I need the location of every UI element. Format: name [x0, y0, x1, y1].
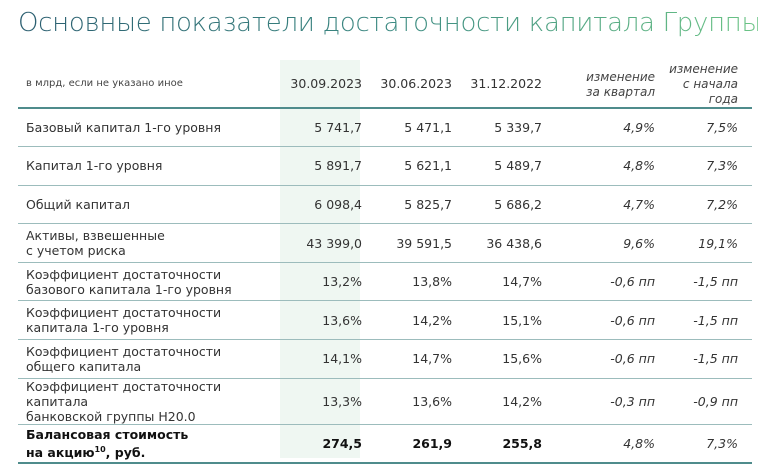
col-date: 30.06.2023	[371, 60, 461, 109]
change-quarter-cell: 4,8%	[551, 146, 661, 186]
row-label: Активы, взвешенные с учетом риска	[18, 223, 281, 263]
value-cell: 5 825,7	[371, 185, 461, 225]
label-line: Базовый капитал 1-го уровня	[26, 120, 221, 136]
footnote-ref: 10	[94, 444, 106, 454]
unit-note: в млрд, если не указано иное	[18, 60, 281, 109]
col-change-quarter: изменение за квартал	[551, 60, 661, 109]
change-quarter-cell: -0,6 пп	[551, 300, 661, 341]
row-label: Балансовая стоимость на акцию10, руб.	[18, 424, 281, 464]
value-cell: 5 339,7	[461, 108, 551, 148]
label-line: Коэффициент достаточности	[26, 343, 222, 359]
label-line: Капитал 1-го уровня	[26, 158, 163, 174]
table-row: Коэффициент достаточности общего капитала…	[18, 339, 752, 379]
value-cell: 13,6%	[371, 378, 461, 425]
label-line: базового капитала 1-го уровня	[26, 281, 232, 297]
value-cell: 43 399,0	[281, 223, 371, 263]
change-year-cell: 7,3%	[661, 146, 752, 186]
label-line: на акцию	[26, 444, 95, 460]
header-line: изменение	[586, 69, 655, 84]
row-label: Коэффициент достаточности капитала 1-го у…	[18, 300, 281, 341]
value-cell: 14,7%	[371, 339, 461, 379]
row-label: Коэффициент достаточности общего капитала	[18, 339, 281, 379]
col-change-year: изменение с начала года	[661, 60, 752, 109]
value-cell: 274,5	[281, 424, 371, 464]
change-year-cell: -1,5 пп	[661, 262, 752, 302]
value-cell: 39 591,5	[371, 223, 461, 263]
value-cell: 6 098,4	[281, 185, 371, 225]
value-cell: 5 686,2	[461, 185, 551, 225]
row-label: Коэффициент достаточности капитала банков…	[18, 378, 281, 425]
change-year-cell: 7,5%	[661, 108, 752, 148]
change-quarter-cell: -0,6 пп	[551, 262, 661, 302]
header-line: изменение	[669, 62, 738, 76]
label-line: , руб.	[105, 444, 146, 460]
capital-adequacy-table: в млрд, если не указано иное 30.09.2023 …	[18, 60, 752, 464]
row-label: Коэффициент достаточности базового капита…	[18, 262, 281, 302]
table-row: Коэффициент достаточности капитала банков…	[18, 378, 752, 425]
table-header: в млрд, если не указано иное 30.09.2023 …	[18, 60, 752, 109]
label-line: Коэффициент достаточности	[26, 266, 222, 282]
table-row: Активы, взвешенные с учетом риска 43 399,0…	[18, 223, 752, 263]
row-label: Базовый капитал 1-го уровня	[18, 108, 281, 148]
value-cell: 13,6%	[281, 300, 371, 341]
row-label: Общий капитал	[18, 185, 281, 225]
value-cell: 13,3%	[281, 378, 371, 425]
col-date: 30.09.2023	[281, 60, 371, 109]
col-date: 31.12.2022	[461, 60, 551, 109]
table-row: Капитал 1-го уровня 5 891,7 5 621,1 5 489,7…	[18, 146, 752, 186]
table-row: Базовый капитал 1-го уровня 5 741,7 5 471,…	[18, 108, 752, 148]
value-cell: 5 489,7	[461, 146, 551, 186]
change-year-cell: 7,3%	[661, 424, 752, 464]
change-quarter-cell: -0,6 пп	[551, 339, 661, 379]
label-line: Коэффициент достаточности капитала	[26, 378, 222, 409]
value-cell: 5 471,1	[371, 108, 461, 148]
value-cell: 15,6%	[461, 339, 551, 379]
label-line: с учетом риска	[26, 243, 126, 259]
label-line: Активы, взвешенные	[26, 228, 165, 244]
value-cell: 14,1%	[281, 339, 371, 379]
value-cell: 14,2%	[461, 378, 551, 425]
change-quarter-cell: 4,8%	[551, 424, 661, 464]
label-line: Общий капитал	[26, 196, 130, 212]
change-year-cell: 7,2%	[661, 185, 752, 225]
value-cell: 15,1%	[461, 300, 551, 341]
change-quarter-cell: 9,6%	[551, 223, 661, 263]
label-line: общего капитала	[26, 358, 142, 374]
change-year-cell: -0,9 пп	[661, 378, 752, 425]
value-cell: 13,8%	[371, 262, 461, 302]
table-row: Общий капитал 6 098,4 5 825,7 5 686,2 4,7% 7,…	[18, 185, 752, 225]
table-row: Коэффициент достаточности капитала 1-го у…	[18, 300, 752, 341]
value-cell: 5 891,7	[281, 146, 371, 186]
value-cell: 36 438,6	[461, 223, 551, 263]
value-cell: 255,8	[461, 424, 551, 464]
change-year-cell: 19,1%	[661, 223, 752, 263]
value-cell: 5 741,7	[281, 108, 371, 148]
value-cell: 13,2%	[281, 262, 371, 302]
label-line: капитала 1-го уровня	[26, 320, 169, 336]
label-line: банковской группы Н20.0	[26, 408, 196, 424]
row-label: Капитал 1-го уровня	[18, 146, 281, 186]
header-line: с начала года	[682, 77, 738, 106]
label-line: Коэффициент достаточности	[26, 305, 222, 321]
value-cell: 5 621,1	[371, 146, 461, 186]
change-year-cell: -1,5 пп	[661, 339, 752, 379]
label-line: Балансовая стоимость	[26, 426, 189, 442]
table-row: Коэффициент достаточности базового капита…	[18, 262, 752, 302]
value-cell: 14,7%	[461, 262, 551, 302]
change-quarter-cell: -0,3 пп	[551, 378, 661, 425]
value-cell: 14,2%	[371, 300, 461, 341]
change-year-cell: -1,5 пп	[661, 300, 752, 341]
header-line: за квартал	[586, 84, 655, 99]
change-quarter-cell: 4,9%	[551, 108, 661, 148]
table-row-book-value: Балансовая стоимость на акцию10, руб. 274,…	[18, 424, 752, 464]
page-title: Основные показатели достаточности капита…	[18, 8, 758, 38]
change-quarter-cell: 4,7%	[551, 185, 661, 225]
value-cell: 261,9	[371, 424, 461, 464]
